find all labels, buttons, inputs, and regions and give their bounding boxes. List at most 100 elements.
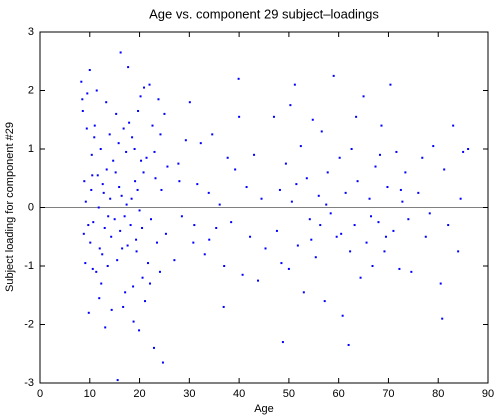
point	[103, 226, 106, 229]
x-tick-label: 20	[133, 388, 145, 400]
point	[234, 168, 237, 171]
point	[299, 145, 302, 148]
point	[137, 109, 140, 112]
point	[340, 232, 343, 235]
point	[98, 297, 101, 300]
point	[139, 95, 142, 98]
point	[109, 197, 112, 200]
point	[105, 101, 108, 104]
point	[359, 276, 362, 279]
point	[132, 320, 135, 323]
point	[141, 226, 144, 229]
point	[199, 142, 202, 145]
point	[153, 150, 156, 153]
point	[332, 74, 335, 77]
point	[344, 191, 347, 194]
point	[320, 130, 323, 133]
point	[264, 247, 267, 250]
point	[95, 270, 98, 273]
point	[98, 247, 101, 250]
point	[127, 66, 130, 69]
point	[148, 83, 151, 86]
point	[106, 265, 109, 267]
point	[462, 150, 465, 153]
x-tick-label: 60	[333, 388, 345, 400]
point	[222, 305, 225, 308]
point	[118, 186, 121, 189]
point	[384, 235, 387, 238]
point	[84, 262, 87, 265]
point	[117, 142, 120, 145]
point	[119, 51, 122, 54]
plot-frame	[39, 31, 489, 384]
point	[452, 124, 455, 127]
point	[155, 241, 158, 244]
point	[193, 224, 196, 227]
point	[188, 101, 191, 104]
point	[122, 127, 125, 130]
point	[84, 200, 87, 203]
point	[467, 148, 470, 150]
point	[389, 83, 392, 86]
point	[383, 250, 386, 253]
point	[90, 153, 93, 156]
point	[253, 153, 256, 156]
point	[377, 221, 380, 224]
point	[92, 221, 95, 224]
point	[101, 253, 104, 256]
point	[386, 186, 389, 189]
point	[132, 285, 135, 288]
point	[208, 238, 211, 241]
point	[152, 346, 155, 349]
y-tick-label: 1	[28, 143, 34, 155]
point	[125, 150, 128, 153]
point	[145, 156, 148, 159]
point	[184, 139, 187, 142]
point	[368, 197, 371, 200]
point	[154, 177, 157, 180]
point	[82, 232, 85, 235]
point	[371, 265, 374, 267]
point	[432, 145, 435, 148]
point	[90, 188, 93, 191]
point	[314, 256, 317, 259]
point	[362, 95, 365, 98]
point	[192, 241, 195, 244]
point	[293, 83, 296, 86]
point	[317, 194, 320, 197]
point	[223, 265, 226, 267]
chart-title: Age vs. component 29 subject–loadings	[149, 6, 379, 21]
point	[130, 197, 133, 200]
point	[110, 235, 113, 238]
point	[110, 308, 113, 311]
point	[295, 183, 298, 186]
point	[401, 200, 404, 203]
point	[308, 218, 311, 221]
point	[395, 150, 398, 153]
point	[151, 124, 154, 127]
y-tick-label: 3	[28, 26, 34, 38]
point	[410, 270, 413, 273]
point	[178, 180, 181, 183]
point	[421, 156, 424, 159]
point	[289, 104, 292, 107]
point	[370, 215, 373, 218]
point	[144, 300, 147, 303]
point	[101, 183, 104, 186]
point	[81, 98, 84, 101]
point	[196, 183, 199, 186]
point	[160, 188, 163, 191]
point	[238, 115, 241, 118]
point	[124, 291, 127, 294]
point	[353, 224, 356, 227]
point	[97, 206, 100, 209]
point	[177, 162, 180, 165]
point	[126, 244, 129, 247]
point	[143, 86, 146, 89]
point	[128, 121, 131, 124]
point	[81, 109, 84, 112]
point	[141, 276, 144, 279]
point	[380, 124, 383, 127]
point	[93, 136, 96, 139]
